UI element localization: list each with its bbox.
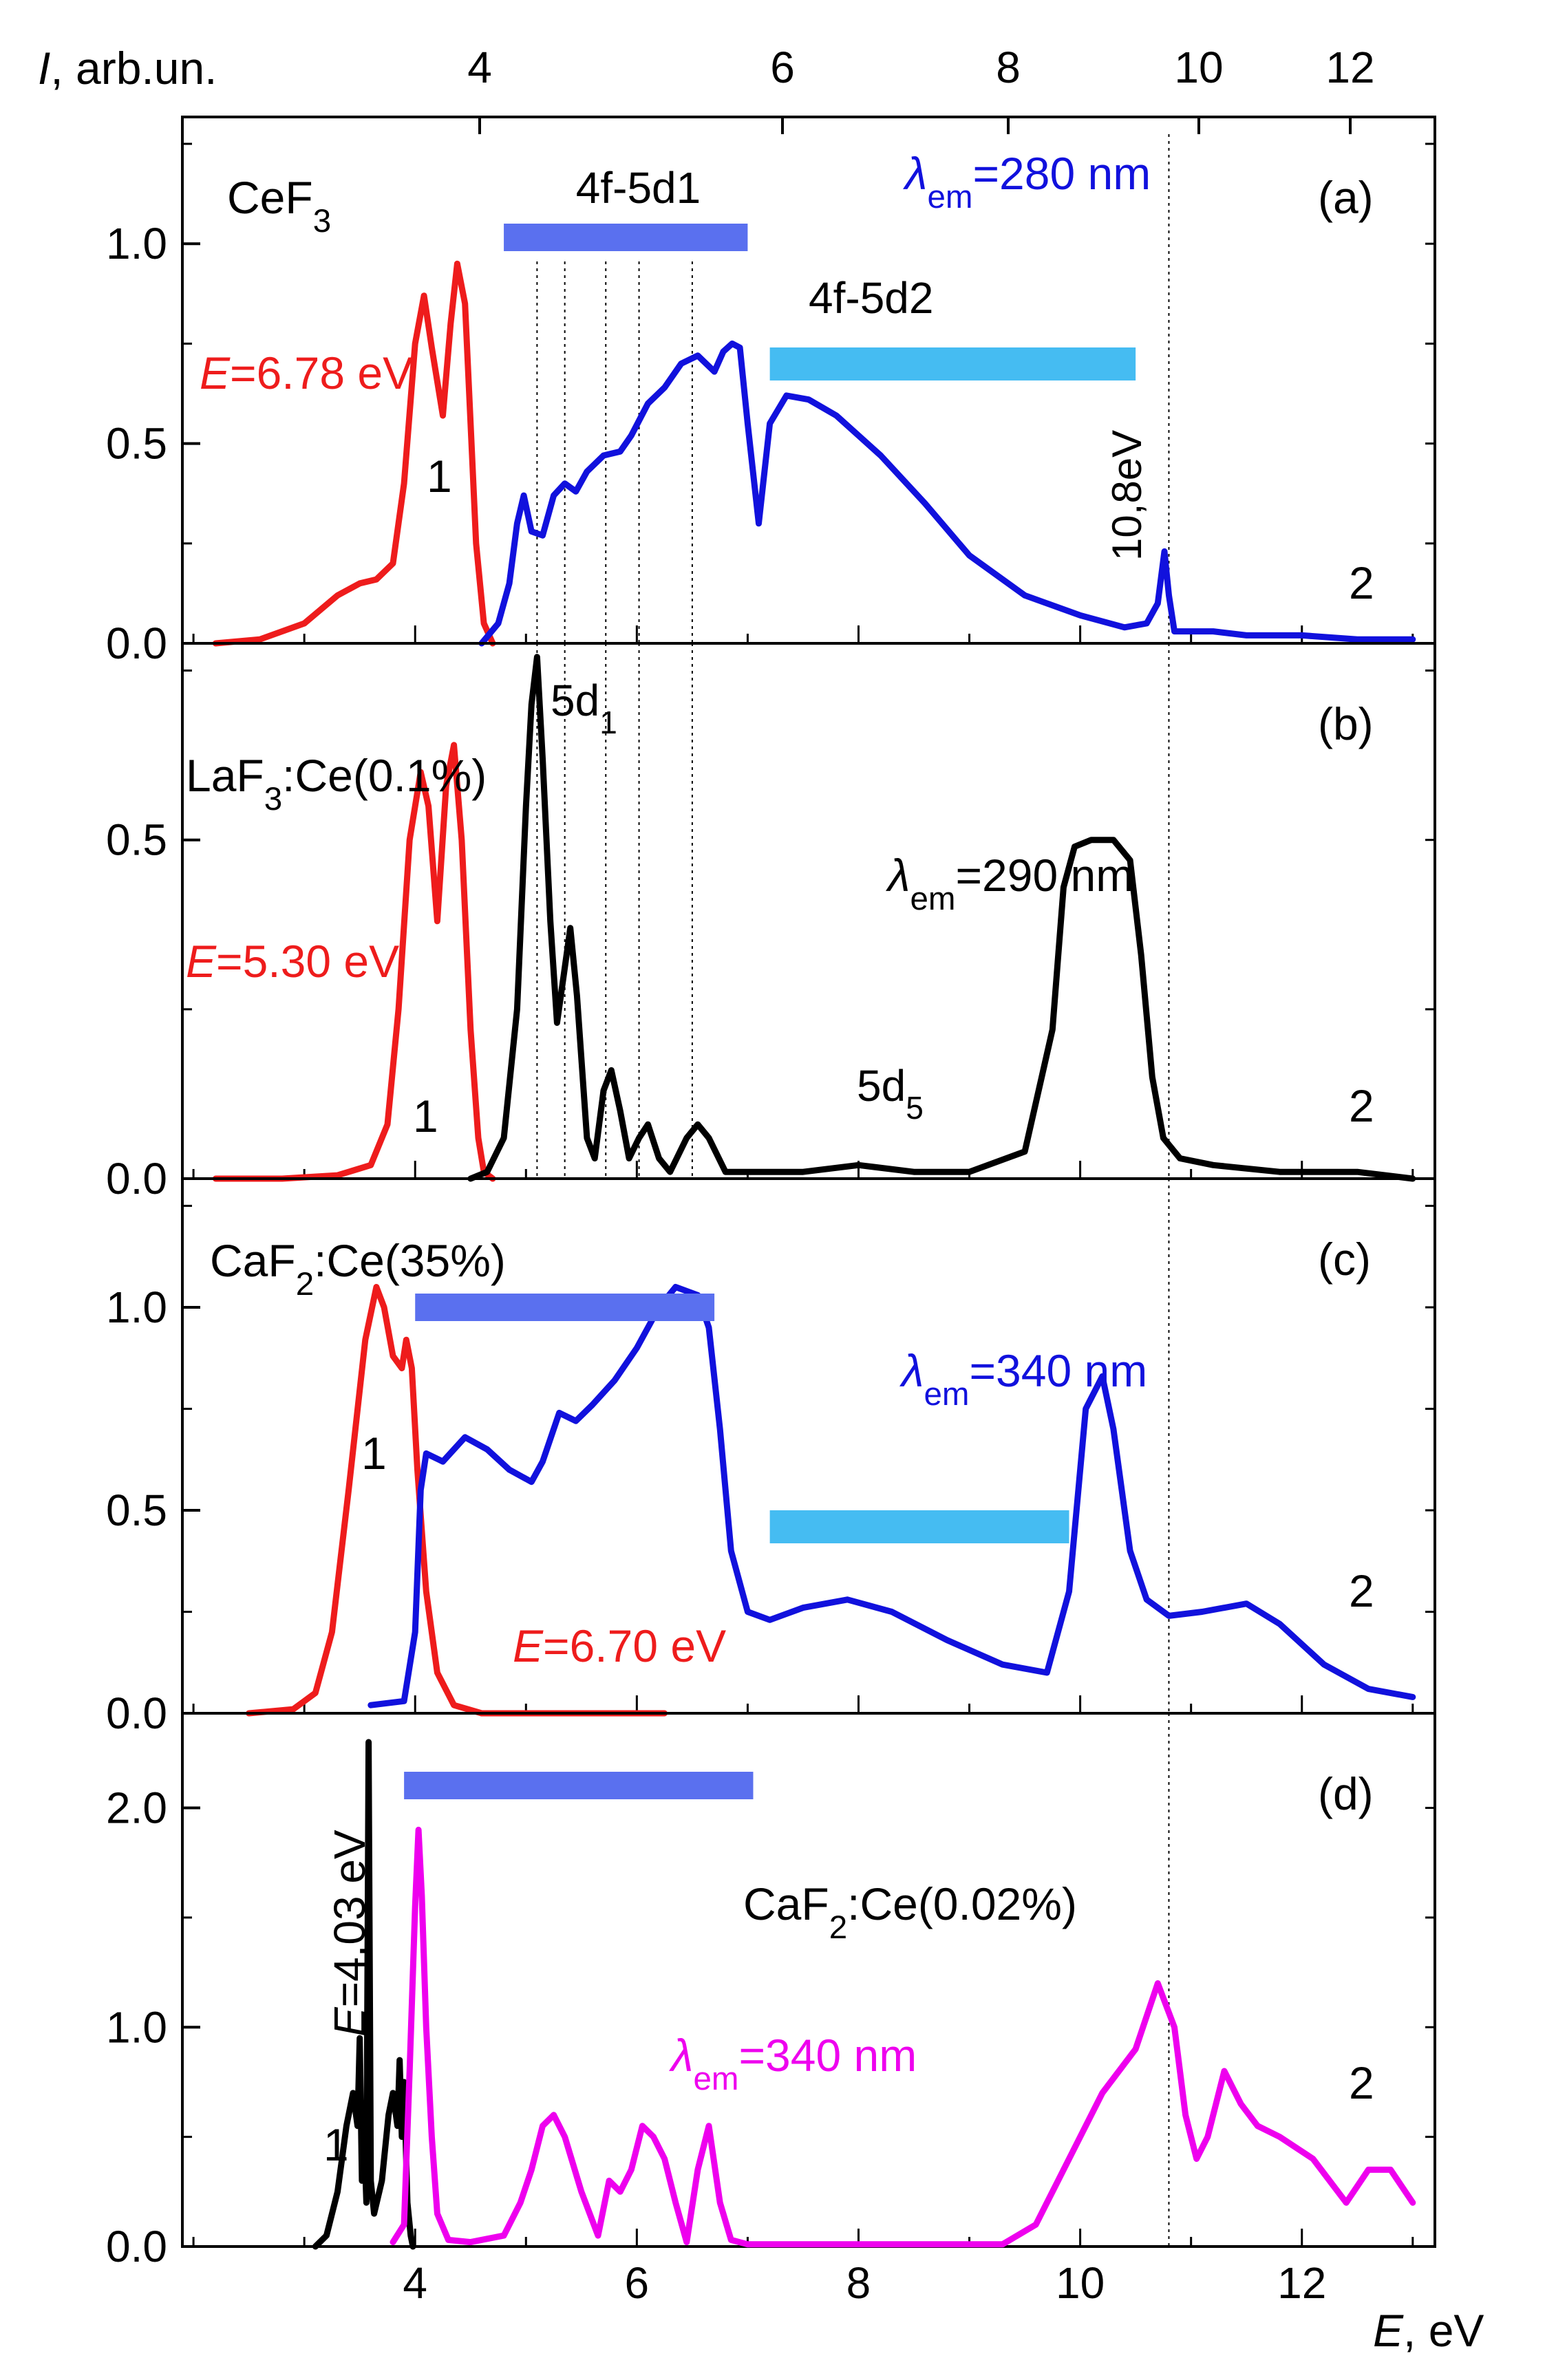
sample-label: CeF3: [227, 172, 331, 239]
y-tick-label-0: 0.0: [106, 619, 167, 668]
peak-label-5d5: 5d5: [857, 1061, 924, 1126]
y-tick-label-1: 0.5: [106, 1486, 167, 1535]
x-tick-label-4: 12: [1277, 2258, 1326, 2308]
curve-label-1: 1: [427, 451, 452, 502]
y-axis-label: I, arb.un.: [38, 43, 217, 94]
curve-label-2: 2: [1349, 1565, 1374, 1616]
curve-label-1: 1: [323, 2119, 349, 2170]
panel-b: 0.0 0.5 (b) 5d1 LaF3:Ce(0.1%) λem=290 nm E=5.3…: [106, 642, 1436, 1203]
series-line-1: [212, 742, 496, 1182]
curve-label-2: 2: [1349, 1080, 1374, 1131]
x-axis-label: E, eV: [1373, 2305, 1484, 2356]
series-line-1: [312, 1739, 416, 2250]
excitation-label: E=4.03 eV: [325, 1830, 374, 2037]
plot-frame: [181, 642, 1436, 1180]
y-tick-label-2: 1.0: [106, 219, 167, 268]
curve-label-1: 1: [361, 1428, 387, 1479]
panel-c: 0.0 0.5 1.0 (c) CaF2:Ce(35%) λem=340 nm 1 E=6.7…: [106, 1177, 1436, 1738]
band-4f-5d1: [504, 224, 748, 251]
annotation-10-8ev: 10,8eV: [1104, 430, 1150, 561]
y-tick-label-1: 0.5: [106, 419, 167, 469]
x-tick-label-0: 4: [403, 2258, 427, 2308]
band-label-4f-5d2: 4f-5d2: [809, 273, 933, 323]
curve-label-2: 2: [1349, 2057, 1374, 2108]
y-tick-label-2: 2.0: [106, 1783, 167, 1833]
excitation-label: E=6.70 eV: [513, 1620, 726, 1671]
top-tick-label-3: 10: [1174, 43, 1223, 92]
curve-label-1: 1: [413, 1091, 438, 1141]
top-tick-label-2: 8: [996, 43, 1021, 92]
emission-label: λem=340 nm: [669, 2030, 917, 2097]
emission-label: λem=340 nm: [899, 1345, 1147, 1413]
sample-label: CaF2:Ce(0.02%): [743, 1878, 1077, 1946]
band-4f-5d2: [769, 1510, 1069, 1543]
series-line-2: [467, 654, 1416, 1182]
band-label-4f-5d1: 4f-5d1: [576, 163, 701, 213]
y-tick-label-2: 1.0: [106, 1283, 167, 1332]
top-tick-label-4: 12: [1325, 43, 1374, 92]
excitation-label: E=5.30 eV: [186, 936, 399, 987]
curve-label-2: 2: [1349, 557, 1374, 608]
emission-label: λem=280 nm: [903, 148, 1151, 215]
top-axis: 4 6 8 10 12: [467, 43, 1375, 134]
y-tick-label-0: 0.0: [106, 1154, 167, 1203]
panel-label: (a): [1318, 172, 1374, 223]
top-tick-label-1: 6: [770, 43, 795, 92]
y-tick-label-0: 0.0: [106, 1688, 167, 1738]
series-line-2: [478, 340, 1416, 647]
sample-label: LaF3:Ce(0.1%): [186, 750, 487, 817]
excitation-label: E=6.78 eV: [200, 347, 413, 398]
top-tick-label-0: 4: [467, 43, 492, 92]
y-tick-label-1: 0.5: [106, 815, 167, 865]
series-line-2: [367, 1284, 1416, 1708]
y-tick-label-0: 0.0: [106, 2222, 167, 2271]
band-4f-5d2: [769, 347, 1136, 380]
x-tick-label-1: 6: [625, 2258, 650, 2308]
series-line-2: [390, 1826, 1416, 2248]
panel-label: (d): [1318, 1768, 1374, 1819]
series-line-1: [212, 260, 496, 647]
band-4f-5d1: [404, 1772, 754, 1799]
y-tick-label-1: 1.0: [106, 2002, 167, 2052]
sample-label: CaF2:Ce(35%): [210, 1235, 506, 1302]
band-4f-5d1: [415, 1294, 715, 1321]
x-tick-label-2: 8: [846, 2258, 871, 2308]
panel-label: (b): [1318, 698, 1374, 749]
x-tick-label-3: 10: [1056, 2258, 1105, 2308]
panel-d: 0.0 1.0 2.0 (d) E=4.03 eV CaF2:Ce(0.02%) λem=3…: [106, 1712, 1436, 2308]
panel-a: 0.0 0.5 1.0 (a) CeF3 E=6.78 eV λem=280 nm 4f-5d…: [106, 116, 1436, 668]
emission-label: λem=290 nm: [886, 850, 1133, 917]
panel-label: (c): [1318, 1234, 1371, 1285]
peak-label-5d1: 5d1: [551, 676, 617, 740]
